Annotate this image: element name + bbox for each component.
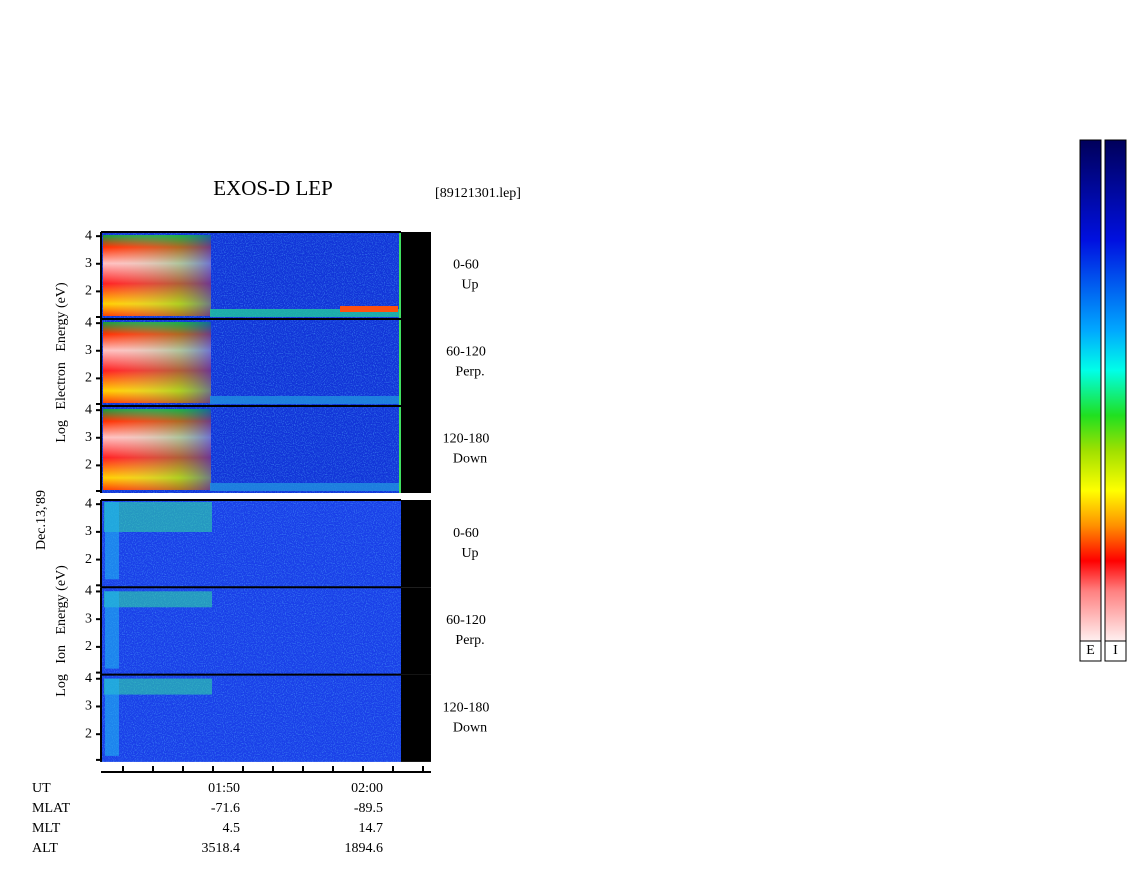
energy-range: 120-180 — [443, 700, 490, 715]
y-tick-label: 3 — [85, 256, 92, 271]
y-tick-label: 4 — [85, 315, 92, 330]
title: EXOS-D LEP — [213, 176, 333, 200]
data-gap — [401, 587, 431, 675]
energy-range: 0-60 — [453, 526, 479, 541]
pitch-direction: Perp. — [455, 633, 484, 648]
y-tick-label: 4 — [85, 671, 92, 686]
color-bar-label-box — [1079, 640, 1102, 662]
pitch-direction: Down — [453, 720, 487, 735]
energy-range: 60-120 — [446, 345, 486, 360]
date: Dec.13,'89 — [34, 490, 49, 550]
ephemeris-name: MLT — [32, 821, 61, 836]
y-tick-label: 2 — [85, 371, 92, 386]
axis-label: Log Electron Energy (eV) — [54, 282, 69, 443]
hot-region-fade — [103, 322, 211, 403]
energy-range: 0-60 — [453, 258, 479, 273]
ephemeris-name: UT — [32, 781, 51, 796]
color-bar — [1104, 139, 1127, 642]
color-bar-label-box — [1104, 640, 1127, 662]
file-name: [89121301.lep] — [435, 186, 521, 201]
low-band — [210, 483, 400, 491]
low-band-hot — [340, 306, 398, 312]
ion-patch — [104, 591, 212, 608]
y-tick-label: 2 — [85, 639, 92, 654]
y-tick-label: 2 — [85, 284, 92, 299]
data-gap — [401, 406, 431, 493]
data-gap — [401, 319, 431, 406]
axis-label: Log Ion Energy (eV) — [54, 565, 69, 697]
color-bar — [1079, 139, 1102, 642]
ephemeris-value: 4.5 — [223, 821, 241, 836]
y-tick-label: 4 — [85, 402, 92, 417]
y-tick-label: 3 — [85, 699, 92, 714]
y-tick-label: 3 — [85, 430, 92, 445]
ephemeris-value: -71.6 — [211, 801, 240, 816]
hot-region-fade — [103, 409, 211, 490]
ephemeris-value: 02:00 — [351, 781, 383, 796]
edge — [399, 319, 402, 406]
energy-range: 120-180 — [443, 432, 490, 447]
y-tick-label: 4 — [85, 584, 92, 599]
y-tick-label: 2 — [85, 726, 92, 741]
ion-patch — [104, 502, 212, 532]
ephemeris-value: -89.5 — [354, 801, 383, 816]
y-tick-label: 3 — [85, 524, 92, 539]
energy-range: 60-120 — [446, 613, 486, 628]
color-bar-label: E — [1086, 643, 1095, 658]
pitch-direction: Perp. — [455, 365, 484, 380]
color-bar-label: I — [1113, 643, 1118, 658]
ephemeris-value: 3518.4 — [202, 841, 241, 856]
y-tick-label: 4 — [85, 228, 92, 243]
low-band — [210, 309, 400, 317]
low-band — [210, 396, 400, 404]
data-gap — [401, 500, 431, 588]
ephemeris-name: ALT — [32, 841, 58, 856]
pitch-direction: Down — [453, 452, 487, 467]
ion-tail — [105, 502, 119, 580]
ion-patch — [104, 678, 212, 695]
ephemeris-value: 01:50 — [208, 781, 240, 796]
y-tick-label: 2 — [85, 552, 92, 567]
ephemeris-value: 1894.6 — [345, 841, 384, 856]
pitch-direction: Up — [461, 278, 478, 293]
y-tick-label: 3 — [85, 343, 92, 358]
pitch-direction: Up — [461, 546, 478, 561]
y-tick-label: 4 — [85, 496, 92, 511]
ephemeris-value: 14.7 — [359, 821, 384, 836]
edge — [399, 406, 402, 493]
ion-tail — [105, 678, 119, 756]
ephemeris-name: MLAT — [32, 801, 71, 816]
edge — [399, 232, 402, 319]
hot-region-fade — [103, 235, 211, 316]
ion-tail — [105, 591, 119, 669]
data-gap — [401, 674, 431, 762]
data-gap — [401, 232, 431, 319]
y-tick-label: 2 — [85, 458, 92, 473]
y-tick-label: 3 — [85, 611, 92, 626]
